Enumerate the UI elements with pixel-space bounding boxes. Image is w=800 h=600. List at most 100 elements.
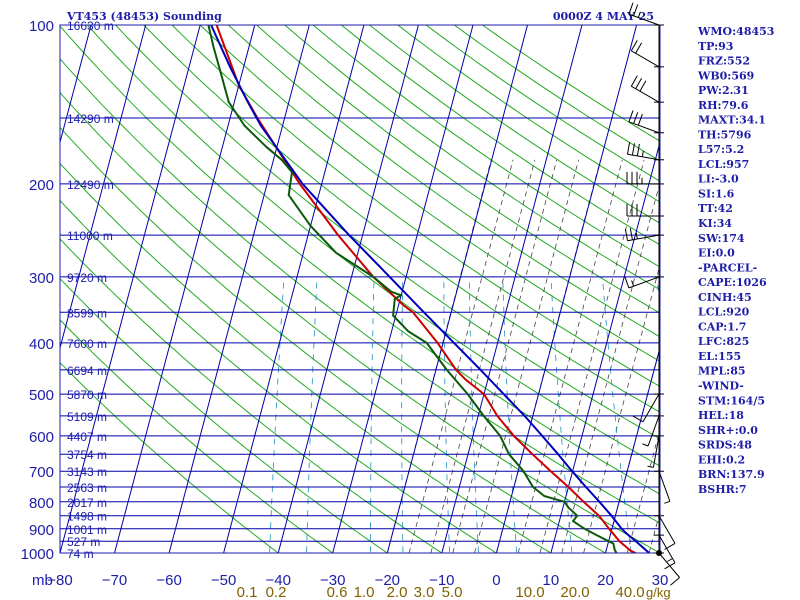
wind-barb-flag: [630, 40, 638, 52]
wind-barb-flag: [631, 280, 635, 287]
wind-barb-flag: [647, 465, 654, 468]
wind-barb-flag: [629, 227, 633, 240]
mixing-ratio-label: 3.0: [414, 584, 435, 600]
index-row: STM:164/5: [698, 394, 765, 407]
index-row: FRZ:552: [698, 55, 750, 68]
index-row: SW:174: [698, 232, 745, 245]
index-row: TP:93: [698, 40, 733, 53]
pressure-tick-label: 100: [29, 18, 54, 35]
mixing-ratio-line: [370, 276, 375, 553]
isotherm-lines: [60, 25, 660, 553]
dry-adiabat-line: [60, 319, 334, 553]
wind-barb-staff: [658, 552, 680, 578]
mixing-ratio-label: 1.0: [354, 584, 375, 600]
isotherm-line: [550, 140, 660, 553]
moist-adiabat-line: [583, 263, 660, 553]
moist-adiabat-line: [430, 159, 536, 553]
height-label: 5870 m: [67, 388, 107, 402]
dry-adiabat-line: [60, 126, 607, 553]
wind-barb-flag: [628, 2, 634, 15]
isotherm-line: [495, 25, 638, 553]
index-row: LFC:825: [698, 335, 749, 348]
height-label: 1001 m: [67, 523, 107, 537]
index-row: LCL:957: [698, 158, 749, 171]
moist-adiabat-line: [408, 159, 514, 553]
moist-adiabat-line: [561, 180, 660, 553]
dewpoint-trace: [207, 25, 618, 553]
index-row: SI:1.6: [698, 187, 735, 200]
dry-adiabat-line: [227, 25, 660, 338]
dry-adiabat-line: [255, 25, 660, 314]
temperature-tick-label: 20: [597, 572, 614, 589]
pressure-tick-label: 900: [29, 522, 54, 539]
temperature-tick-label: −80: [47, 572, 72, 589]
pressure-tick-label: 1000: [21, 546, 54, 563]
dry-adiabat-line: [312, 25, 660, 268]
wind-barb-flag: [635, 232, 638, 239]
mixing-ratio-line: [468, 276, 479, 553]
mixing-ratio-label: 20.0: [560, 584, 589, 600]
wind-barb-flag: [641, 150, 644, 157]
height-label: 6694 m: [67, 364, 107, 378]
height-label: 2563 m: [67, 481, 107, 495]
plot-frame: [59, 24, 661, 554]
mixing-ratio-line: [401, 276, 404, 553]
wind-barb-flag: [633, 112, 639, 124]
mixing-ratio-label: 10.0: [515, 584, 544, 600]
wind-barb-column: [624, 2, 680, 586]
moist-adiabat-line: [474, 159, 579, 553]
isotherm-line: [386, 25, 528, 553]
isotherm-line: [441, 25, 583, 553]
height-label: 12490 m: [67, 178, 114, 192]
wind-barb-flag: [624, 228, 628, 241]
isotherm-line: [605, 345, 660, 553]
dry-adiabat-line: [60, 91, 660, 553]
index-row: BRN:137.9: [698, 468, 765, 481]
height-label: 3754 m: [67, 448, 107, 462]
temperature-tick-label: −30: [320, 572, 345, 589]
pressure-tick-labels: 100 200 300 400 500 600 700 800 900 1000: [21, 18, 54, 563]
index-row: KI:34: [698, 217, 732, 230]
moist-adiabat-line: [452, 159, 558, 553]
dry-adiabat-line: [60, 277, 389, 553]
wind-barb-flag: [639, 80, 647, 92]
surface-wind-dot: [656, 550, 662, 556]
wind-barb-staff: [628, 121, 660, 134]
mb-axis-label: mb: [32, 572, 53, 589]
index-row: WMO:48453: [697, 25, 774, 38]
wind-barb-staff: [628, 13, 660, 26]
pressure-tick-label: 700: [29, 464, 54, 481]
temperature-tick-label: −50: [211, 572, 236, 589]
mixing-ratio-line: [306, 276, 318, 553]
temperature-trace: [215, 25, 636, 553]
moist-adiabat-line: [517, 159, 623, 553]
index-row: LI:-3.0: [698, 173, 739, 186]
pressure-tick-label: 400: [29, 336, 54, 353]
dry-adiabat-line: [60, 25, 660, 495]
isotherm-line: [223, 25, 365, 553]
index-row: SHR+:0.0: [698, 424, 758, 437]
index-row: RH:79.6: [698, 99, 749, 112]
index-row: WB0:569: [697, 69, 754, 82]
wind-barb-flag: [642, 443, 649, 447]
mixing-ratio-line: [502, 276, 518, 553]
isotherm-line: [114, 25, 256, 553]
temperature-tick-labels: −80 −70 −60 −50 −40 −30 −20 −10 0 10 20 30: [47, 572, 668, 589]
isotherm-line: [277, 25, 419, 553]
temperature-tick-label: 0: [492, 572, 500, 589]
wind-barb-flag: [628, 110, 634, 122]
wind-barb-flag: [631, 143, 635, 156]
dry-adiabat-line: [60, 361, 280, 553]
index-row: L57:5.2: [698, 143, 744, 156]
dry-adiabat-line: [60, 58, 660, 524]
temperature-tick-label: −70: [102, 572, 127, 589]
temperature-tick-label: −20: [375, 572, 400, 589]
wind-barb-staff: [658, 534, 676, 564]
index-row: SRDS:48: [698, 439, 752, 452]
wind-barb-staff: [652, 435, 660, 468]
index-row: -WIND-: [698, 379, 744, 392]
dry-adiabat-line: [340, 25, 660, 246]
wind-barb-flag: [670, 577, 680, 586]
